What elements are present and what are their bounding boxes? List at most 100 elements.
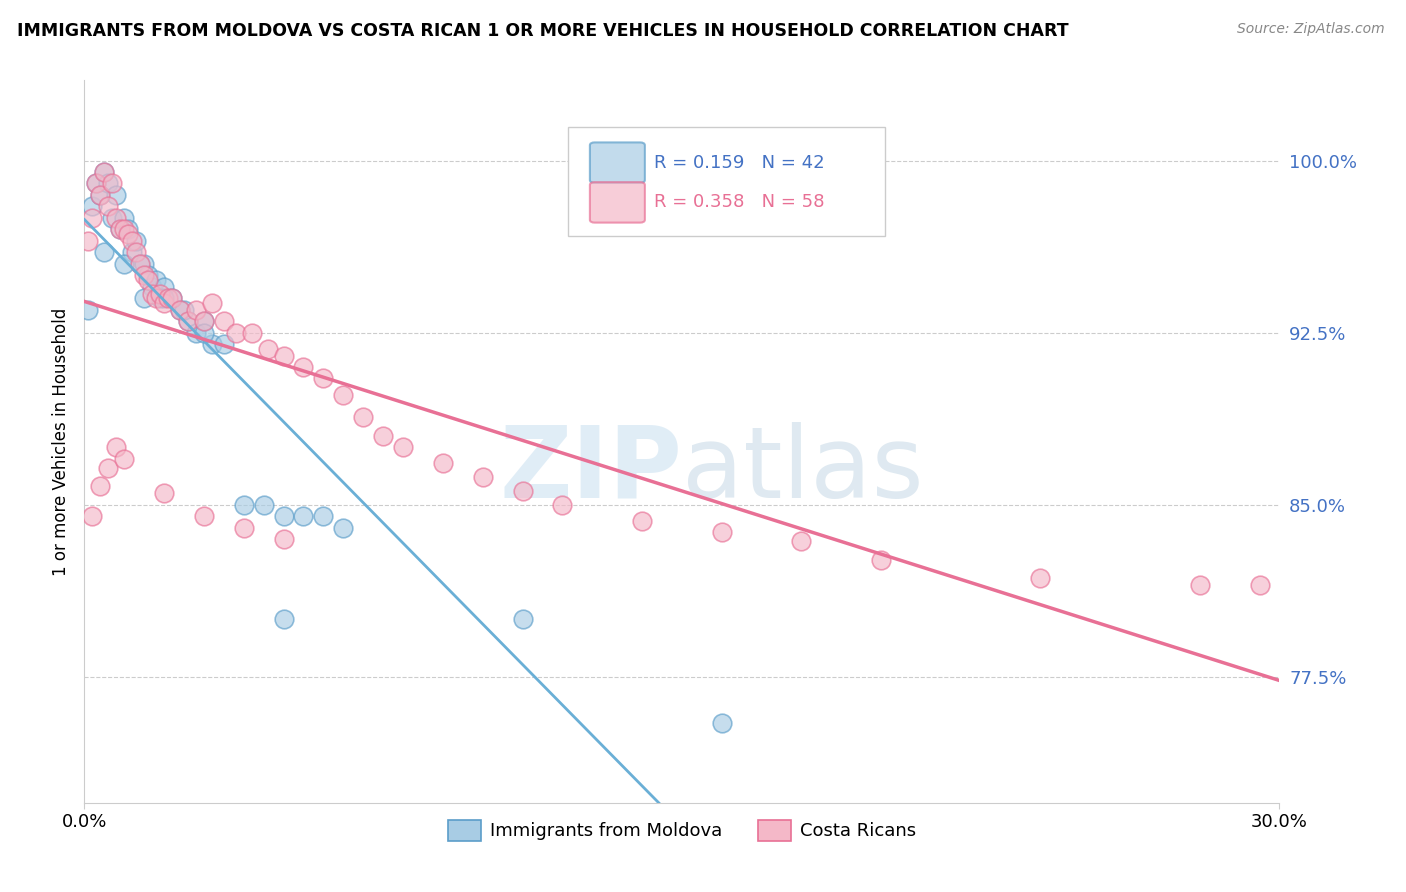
FancyBboxPatch shape [591, 182, 645, 223]
Point [160, 291, 183, 305]
Point [136, 273, 159, 287]
Point [173, 302, 195, 317]
Point [132, 268, 156, 283]
Point [82, 509, 104, 524]
Point [240, 326, 263, 340]
Text: IMMIGRANTS FROM MOLDOVA VS COSTA RICAN 1 OR MORE VEHICLES IN HOUSEHOLD CORRELATI: IMMIGRANTS FROM MOLDOVA VS COSTA RICAN 1… [17, 22, 1069, 40]
Point [112, 211, 135, 225]
Point [89, 479, 111, 493]
Point [312, 509, 335, 524]
Point [1249, 578, 1271, 592]
Point [86, 177, 108, 191]
Point [292, 509, 315, 524]
Point [110, 222, 132, 236]
Point [136, 268, 159, 283]
Point [145, 273, 167, 287]
Point [292, 359, 315, 374]
Point [512, 612, 534, 626]
Point [169, 302, 191, 317]
Point [256, 342, 278, 356]
Point [184, 326, 207, 340]
Point [117, 222, 139, 236]
Point [160, 291, 183, 305]
Point [870, 552, 893, 566]
Point [141, 279, 163, 293]
Point [193, 509, 215, 524]
Point [232, 498, 254, 512]
Point [97, 177, 120, 191]
Point [201, 337, 224, 351]
Point [212, 314, 235, 328]
Point [112, 222, 135, 236]
Point [129, 257, 152, 271]
Point [89, 188, 111, 202]
Point [125, 234, 148, 248]
Point [432, 456, 454, 470]
Point [97, 461, 120, 475]
Text: R = 0.358   N = 58: R = 0.358 N = 58 [654, 194, 825, 211]
Point [82, 211, 104, 225]
Point [149, 291, 172, 305]
Point [101, 177, 124, 191]
Point [105, 188, 128, 202]
Point [93, 165, 115, 179]
Point [112, 451, 135, 466]
Point [132, 291, 156, 305]
Point [169, 302, 191, 317]
Point [145, 291, 167, 305]
Point [1188, 578, 1211, 592]
Point [332, 387, 354, 401]
Point [153, 291, 176, 305]
Point [105, 211, 128, 225]
Point [129, 257, 152, 271]
Point [790, 534, 813, 549]
Point [352, 410, 374, 425]
Point [193, 314, 215, 328]
Point [112, 257, 135, 271]
Text: atlas: atlas [682, 422, 924, 519]
Point [212, 337, 235, 351]
Point [273, 509, 295, 524]
Point [77, 302, 100, 317]
Point [110, 222, 132, 236]
Point [273, 612, 295, 626]
Point [141, 286, 163, 301]
Point [373, 429, 395, 443]
Point [1029, 571, 1052, 585]
Point [177, 314, 200, 328]
Text: R = 0.159   N = 42: R = 0.159 N = 42 [654, 153, 825, 171]
Point [392, 440, 415, 454]
Point [153, 279, 176, 293]
Point [201, 295, 224, 310]
Point [551, 498, 574, 512]
Point [153, 486, 176, 500]
Point [193, 326, 215, 340]
Point [332, 520, 354, 534]
Point [93, 245, 115, 260]
Point [193, 314, 215, 328]
Point [710, 715, 733, 730]
Point [153, 295, 176, 310]
Point [82, 199, 104, 213]
Point [117, 227, 139, 241]
Point [631, 514, 654, 528]
Point [121, 234, 143, 248]
Point [273, 532, 295, 546]
Legend: Immigrants from Moldova, Costa Ricans: Immigrants from Moldova, Costa Ricans [441, 813, 922, 848]
Point [225, 326, 247, 340]
Point [125, 245, 148, 260]
Point [93, 165, 115, 179]
Point [86, 177, 108, 191]
Point [273, 349, 295, 363]
Point [512, 483, 534, 498]
Point [177, 314, 200, 328]
Point [149, 286, 172, 301]
Point [710, 525, 733, 540]
Point [471, 470, 494, 484]
Point [77, 234, 100, 248]
Point [132, 257, 156, 271]
FancyBboxPatch shape [591, 143, 645, 183]
Point [97, 199, 120, 213]
Point [312, 371, 335, 385]
Text: ZIP: ZIP [499, 422, 682, 519]
